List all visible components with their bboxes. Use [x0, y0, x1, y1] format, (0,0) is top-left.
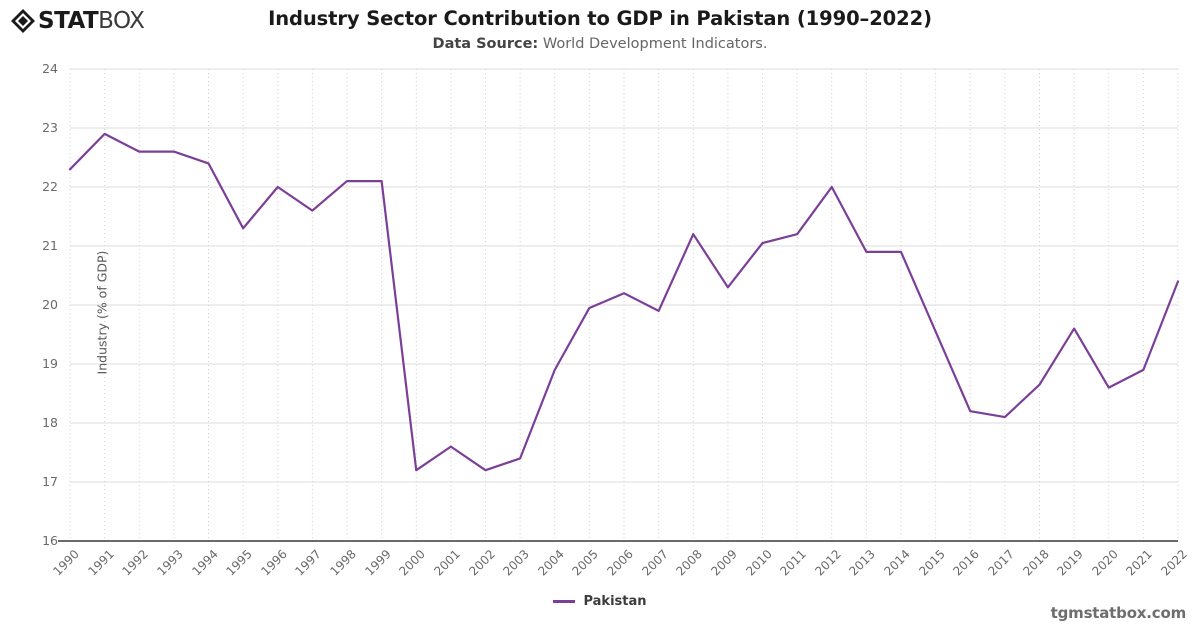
data-source-line: Data Source: World Development Indicator… [0, 36, 1200, 52]
legend-swatch-pakistan [553, 600, 576, 603]
logo-wordmark: STATBOX [38, 8, 145, 34]
data-source-label: Data Source: [432, 36, 539, 52]
site-footer: tgmstatbox.com [1050, 604, 1187, 622]
legend-label-pakistan: Pakistan [583, 594, 647, 609]
logo-word-stat: STAT [38, 8, 99, 34]
y-axis-tick-label: 20 [42, 297, 58, 312]
series-line-pakistan[interactable] [68, 132, 1180, 472]
y-axis-tick-label: 22 [42, 179, 58, 194]
logo-word-box: BOX [98, 8, 145, 34]
y-axis-tick-label: 18 [42, 415, 58, 430]
page-title: Industry Sector Contribution to GDP in P… [268, 7, 932, 30]
horizontal-gridlines [70, 68, 1178, 483]
diamond-logo-icon [11, 9, 35, 33]
y-axis-tick-label: 24 [42, 61, 58, 76]
y-axis-tick-label: 21 [42, 238, 58, 253]
y-axis-tick-label: 17 [42, 474, 58, 489]
data-source-value: World Development Indicators. [538, 36, 768, 52]
y-axis-tick-label: 16 [42, 533, 58, 548]
chart-legend: Pakistan [0, 594, 1200, 609]
y-axis-tick-label: 23 [42, 120, 58, 135]
y-axis-tick-label: 19 [42, 356, 58, 371]
statbox-logo: STATBOX [10, 8, 145, 34]
